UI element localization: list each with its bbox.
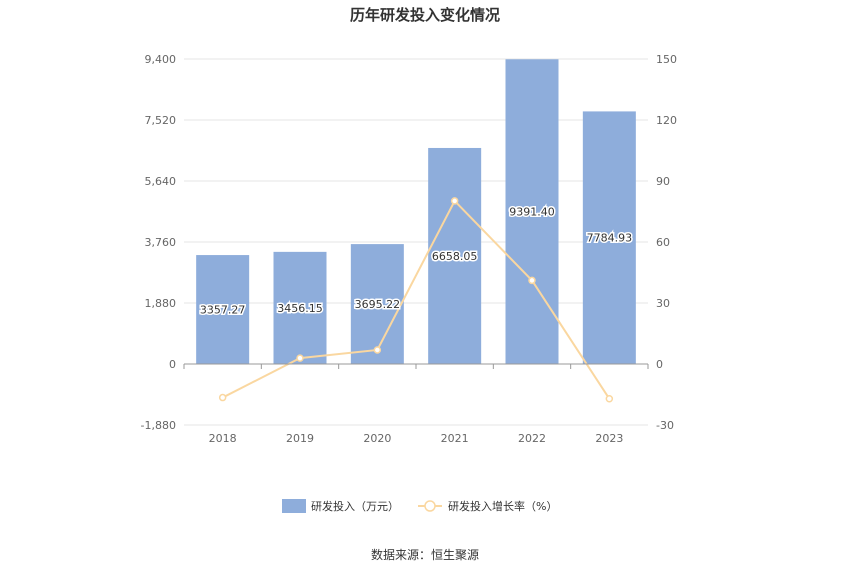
chart-title: 历年研发投入变化情况 xyxy=(349,6,500,24)
bar xyxy=(428,147,482,364)
left-axis-tick-label: 7,520 xyxy=(145,114,177,127)
bar-value-label: 7784.93 xyxy=(587,232,633,245)
right-axis-tick-label: 60 xyxy=(656,236,670,249)
line-point xyxy=(218,393,227,402)
bar xyxy=(350,244,404,364)
left-axis-tick-label: 9,400 xyxy=(145,53,177,66)
x-axis-tick-label: 2023 xyxy=(595,432,623,445)
legend-bar-swatch xyxy=(282,499,306,513)
right-axis-tick-label: 150 xyxy=(656,53,677,66)
x-axis-tick-label: 2020 xyxy=(363,432,391,445)
left-axis-tick-label: 1,880 xyxy=(145,297,177,310)
left-axis-tick-label: 5,640 xyxy=(145,175,177,188)
line-point xyxy=(373,346,382,354)
x-axis-tick-label: 2021 xyxy=(441,432,469,445)
bar xyxy=(273,251,327,364)
bar-value-label: 9391.40 xyxy=(509,206,555,219)
bar-series xyxy=(196,59,636,364)
data-labels: 3357.27 3456.15 3695.22 6658.05 9391.40 7784.… xyxy=(198,204,633,318)
legend-line-marker xyxy=(424,500,436,512)
left-axis-tick-label: -1,880 xyxy=(141,419,176,432)
right-axis-tick-label: 0 xyxy=(656,358,663,371)
x-axis-tick-label: 2022 xyxy=(518,432,546,445)
x-axis-tick-label: 2018 xyxy=(209,432,237,445)
axes: -1,880 0 1,880 3,760 5,640 7,520 9,400 -30 0 30 60… xyxy=(141,53,677,445)
growth-rate-line xyxy=(222,199,611,400)
bar-value-label: 3456.15 xyxy=(277,302,323,315)
bar-value-label: 6658.05 xyxy=(432,250,478,263)
legend: 研发投入（万元） 研发投入增长率（%） xyxy=(282,499,557,513)
right-axis-tick-label: -30 xyxy=(656,419,674,432)
left-axis-tick-label: 3,760 xyxy=(145,236,177,249)
bar xyxy=(196,255,250,364)
left-axis-tick-label: 0 xyxy=(169,358,176,371)
right-axis-tick-label: 30 xyxy=(656,297,670,310)
line-point xyxy=(528,276,536,285)
line-series xyxy=(218,197,614,403)
source-note: 数据来源：恒生聚源 xyxy=(370,548,479,562)
line-point xyxy=(450,197,459,205)
bar-value-label: 3357.27 xyxy=(200,304,246,317)
bar xyxy=(582,111,636,364)
right-axis-tick-label: 90 xyxy=(656,175,670,188)
bar-value-label: 3695.22 xyxy=(355,298,401,311)
grid-lines xyxy=(184,58,648,426)
bar xyxy=(505,59,559,364)
legend-line-label: 研发投入增长率（%） xyxy=(448,499,557,513)
legend-bar-label: 研发投入（万元） xyxy=(311,499,399,513)
line-point xyxy=(605,395,614,403)
x-axis-tick-label: 2019 xyxy=(286,432,314,445)
line-point xyxy=(296,354,304,362)
right-axis-tick-label: 120 xyxy=(656,114,677,127)
